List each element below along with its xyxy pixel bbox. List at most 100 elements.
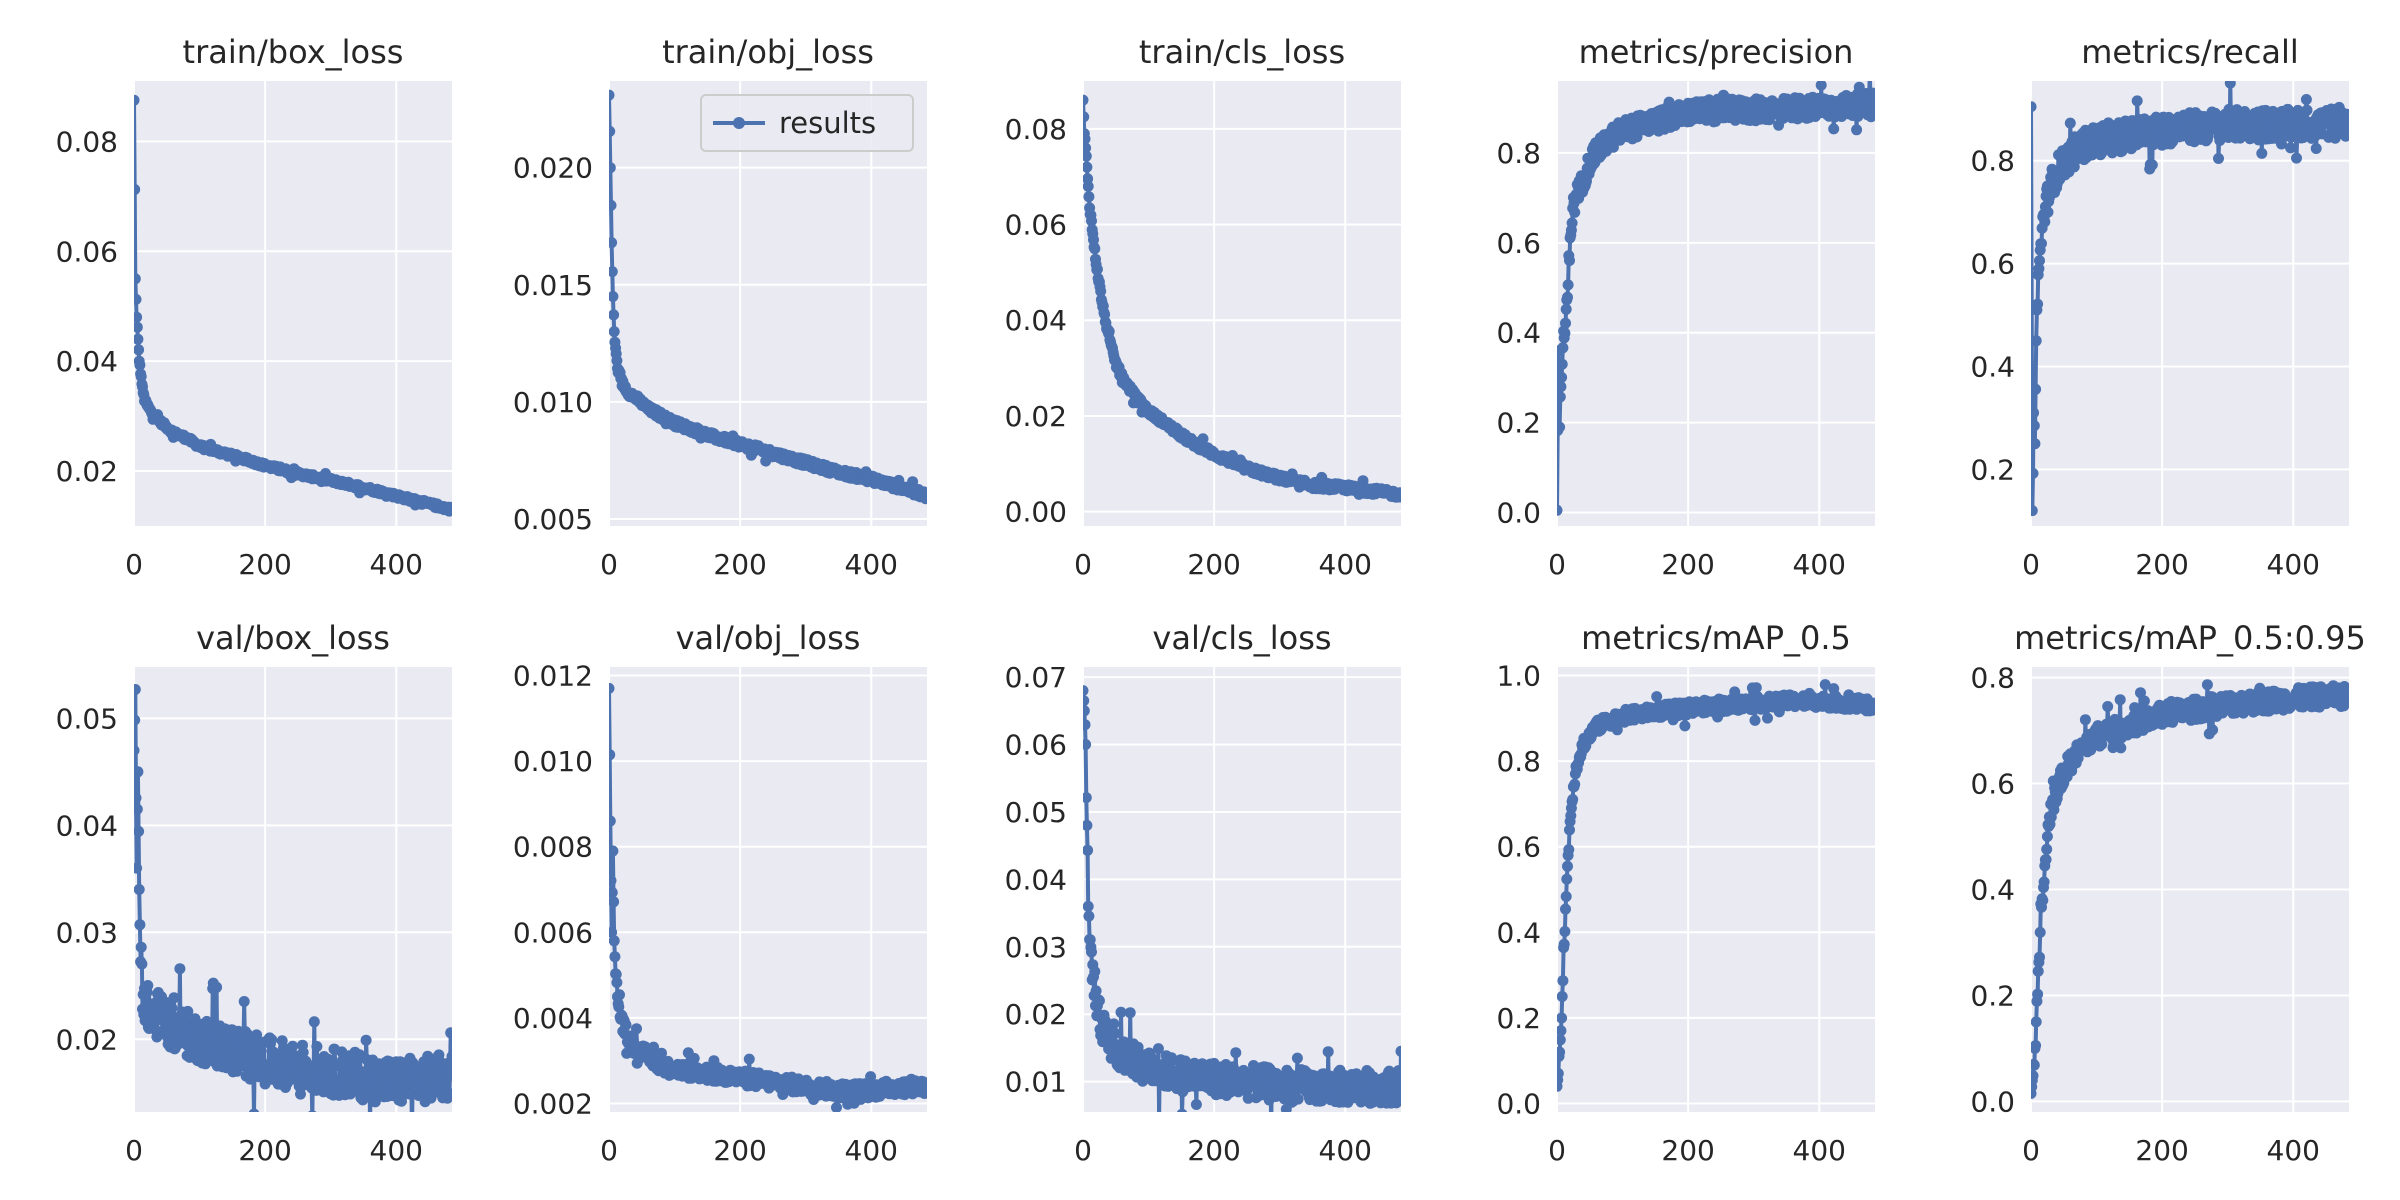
data-point xyxy=(921,489,927,501)
plot-area xyxy=(1083,667,1401,1112)
data-point xyxy=(1564,824,1575,836)
x-tick-label: 400 xyxy=(1319,1134,1372,1167)
data-point xyxy=(2064,117,2076,129)
data-point xyxy=(609,199,617,211)
data-point xyxy=(134,321,143,333)
y-tick-label: 0.0 xyxy=(1970,1085,2015,1118)
data-point xyxy=(2041,843,2053,855)
data-point xyxy=(1083,719,1091,731)
data-point xyxy=(182,1005,194,1017)
data-point xyxy=(1869,99,1875,111)
data-point xyxy=(1291,1052,1303,1064)
data-point xyxy=(1563,844,1575,856)
data-point xyxy=(1115,1006,1127,1018)
data-point xyxy=(184,1037,196,1049)
data-point xyxy=(1083,844,1094,856)
data-point xyxy=(609,926,618,938)
data-point xyxy=(2079,714,2091,726)
x-tick-label: 400 xyxy=(1319,548,1372,581)
data-point xyxy=(921,1084,927,1096)
y-tick-label: 0.0 xyxy=(1496,1087,1541,1120)
data-point xyxy=(609,125,616,137)
data-point xyxy=(1083,191,1095,203)
legend-label: results xyxy=(779,106,876,140)
data-point xyxy=(443,1090,452,1102)
subplot-title: metrics/mAP_0.5 xyxy=(1581,619,1851,657)
data-point xyxy=(1090,985,1102,997)
data-point xyxy=(134,184,141,195)
data-point xyxy=(1559,926,1571,937)
x-tick-label: 0 xyxy=(1074,548,1092,581)
legend: results xyxy=(700,94,914,152)
data-point xyxy=(614,989,625,1001)
data-point xyxy=(2041,831,2053,842)
data-point xyxy=(1108,1018,1120,1030)
subplot-title: train/obj_loss xyxy=(662,33,874,71)
data-point xyxy=(1557,975,1569,987)
data-point xyxy=(1557,504,1563,516)
data-point xyxy=(1103,325,1115,337)
data-point xyxy=(1560,317,1571,329)
data-point xyxy=(2146,159,2158,171)
data-point xyxy=(743,1053,755,1065)
data-point xyxy=(2039,216,2051,228)
y-tick-label: 0.012 xyxy=(513,660,593,693)
data-point xyxy=(2114,694,2126,706)
data-point xyxy=(2032,965,2044,977)
data-point xyxy=(1083,685,1089,697)
y-tick-label: 0.06 xyxy=(56,235,118,268)
y-tick-label: 0.4 xyxy=(1970,874,2015,907)
data-point xyxy=(2224,81,2236,89)
data-point xyxy=(160,1012,172,1024)
y-tick-label: 0.004 xyxy=(513,1002,593,1035)
y-tick-label: 0.2 xyxy=(1496,1002,1541,1035)
data-point xyxy=(1083,695,1090,707)
x-tick-label: 200 xyxy=(2135,548,2188,581)
y-tick-label: 0.6 xyxy=(1970,248,2015,281)
data-point xyxy=(1557,371,1568,383)
data-point xyxy=(2034,926,2046,938)
series-results xyxy=(1083,685,1401,1112)
data-point xyxy=(1651,691,1663,703)
data-point xyxy=(134,359,146,371)
y-tick-label: 0.06 xyxy=(1005,729,1067,762)
x-tick-label: 200 xyxy=(2135,1134,2188,1167)
x-tick-label: 0 xyxy=(600,548,618,581)
data-point xyxy=(1086,946,1097,958)
data-point xyxy=(2201,679,2213,691)
data-point xyxy=(611,977,623,988)
data-point xyxy=(1156,1111,1162,1112)
data-point xyxy=(134,825,145,837)
data-point xyxy=(2031,1059,2040,1071)
y-tick-label: 0.8 xyxy=(1496,745,1541,778)
data-point xyxy=(2033,263,2045,275)
data-point xyxy=(446,1050,452,1062)
y-tick-label: 0.02 xyxy=(1005,400,1067,433)
x-tick-label: 200 xyxy=(1187,548,1240,581)
data-point xyxy=(2291,152,2302,164)
x-tick-label: 0 xyxy=(2022,548,2040,581)
data-point xyxy=(1083,910,1095,922)
data-point xyxy=(1749,714,1761,726)
data-point xyxy=(1395,491,1401,503)
data-point xyxy=(1557,1012,1568,1024)
data-point xyxy=(1083,739,1092,750)
data-point xyxy=(1292,1093,1304,1105)
data-point xyxy=(2034,255,2045,267)
data-point xyxy=(1560,303,1572,315)
y-tick-label: 0.02 xyxy=(1005,998,1067,1031)
data-point xyxy=(656,1047,667,1059)
y-tick-label: 0.008 xyxy=(513,831,593,864)
data-point xyxy=(2031,383,2042,395)
data-point xyxy=(620,1019,632,1031)
data-point xyxy=(1394,1089,1401,1101)
legend-box xyxy=(700,94,914,152)
data-point xyxy=(831,1102,842,1112)
data-point xyxy=(1815,81,1827,91)
x-tick-label: 400 xyxy=(370,1134,423,1167)
data-point xyxy=(1559,327,1571,339)
y-tick-label: 0.07 xyxy=(1005,661,1067,694)
data-point xyxy=(134,684,141,695)
